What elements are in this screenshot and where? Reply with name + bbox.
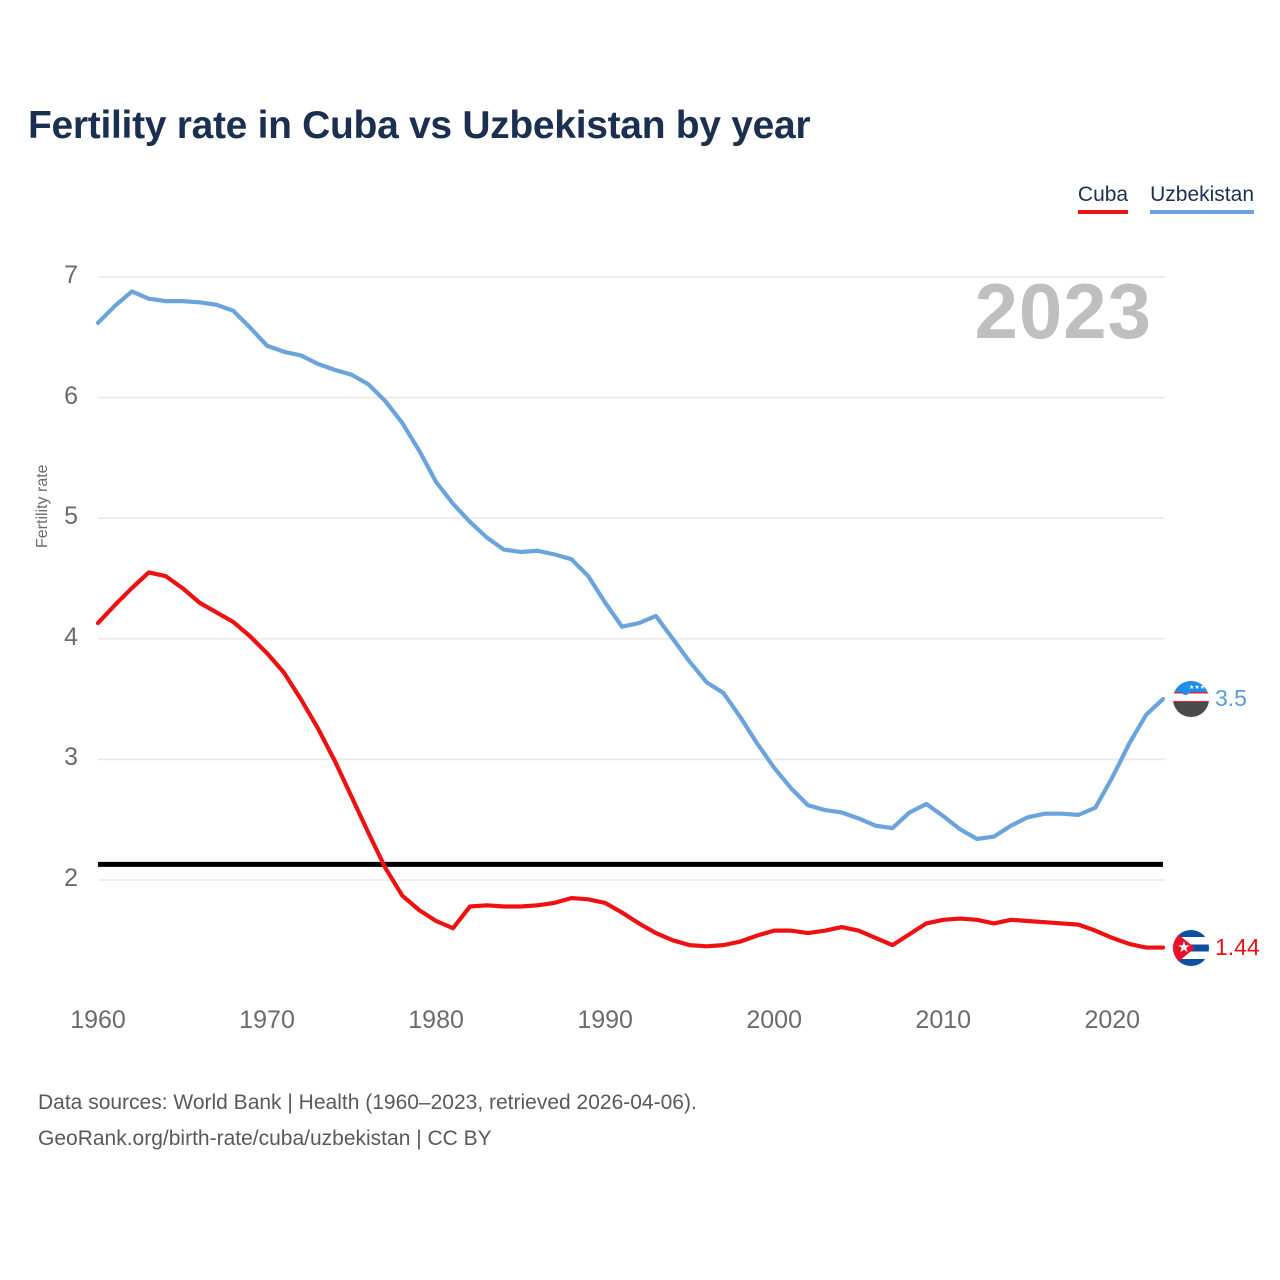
cuba-flag-triangle xyxy=(1173,929,1195,966)
crescent-moon-icon xyxy=(1178,686,1190,696)
x-tick-2000: 2000 xyxy=(746,1006,802,1034)
legend-item-uzbekistan[interactable]: Uzbekistan xyxy=(1150,183,1254,214)
legend-swatch-cuba xyxy=(1077,210,1129,214)
footer-attribution: GeoRank.org/birth-rate/cuba/uzbekistan |… xyxy=(38,1127,492,1150)
year-watermark: 2023 xyxy=(974,267,1152,355)
legend-item-cuba[interactable]: Cuba xyxy=(1077,183,1129,214)
footer: Data sources: World Bank | Health (1960–… xyxy=(38,1085,697,1157)
stars-icon: ★★★★★ xyxy=(1189,685,1209,692)
series-line-cuba xyxy=(95,570,1166,950)
legend-swatch-uzbekistan xyxy=(1150,210,1254,214)
series-line-uzbekistan xyxy=(95,289,1166,842)
gridlines xyxy=(98,276,1165,881)
x-tick-1980: 1980 xyxy=(408,1006,464,1034)
x-tick-1970: 1970 xyxy=(239,1006,295,1034)
end-value-uzbekistan: 3.5 xyxy=(1215,685,1247,712)
cuba-flag-star-icon: ★ xyxy=(1177,938,1191,956)
uzbekistan-flag-bands xyxy=(1173,681,1209,718)
x-tick-2020: 2020 xyxy=(1084,1006,1141,1034)
y-tick-6: 6 xyxy=(64,381,78,410)
legend: Cuba Uzbekistan xyxy=(1077,183,1254,214)
x-tick-1960: 1960 xyxy=(70,1006,126,1034)
end-value-cuba: 1.44 xyxy=(1215,933,1260,960)
y-tick-7: 7 xyxy=(64,261,78,289)
y-tick-3: 3 xyxy=(64,743,78,772)
y-tick-5: 5 xyxy=(64,502,78,531)
legend-label-uzbekistan: Uzbekistan xyxy=(1150,183,1254,206)
x-tick-1990: 1990 xyxy=(577,1006,633,1034)
footer-data-sources: Data sources: World Bank | Health (1960–… xyxy=(38,1091,697,1114)
uzbekistan-flag-icon: ★★★★★ xyxy=(1173,681,1209,718)
y-tick-4: 4 xyxy=(64,622,78,651)
page-title: Fertility rate in Cuba vs Uzbekistan by … xyxy=(28,104,811,147)
cuba-flag-icon: ★ xyxy=(1173,929,1209,966)
y-tick-2: 2 xyxy=(64,864,78,892)
legend-label-cuba: Cuba xyxy=(1077,183,1129,206)
x-tick-2010: 2010 xyxy=(915,1006,972,1034)
